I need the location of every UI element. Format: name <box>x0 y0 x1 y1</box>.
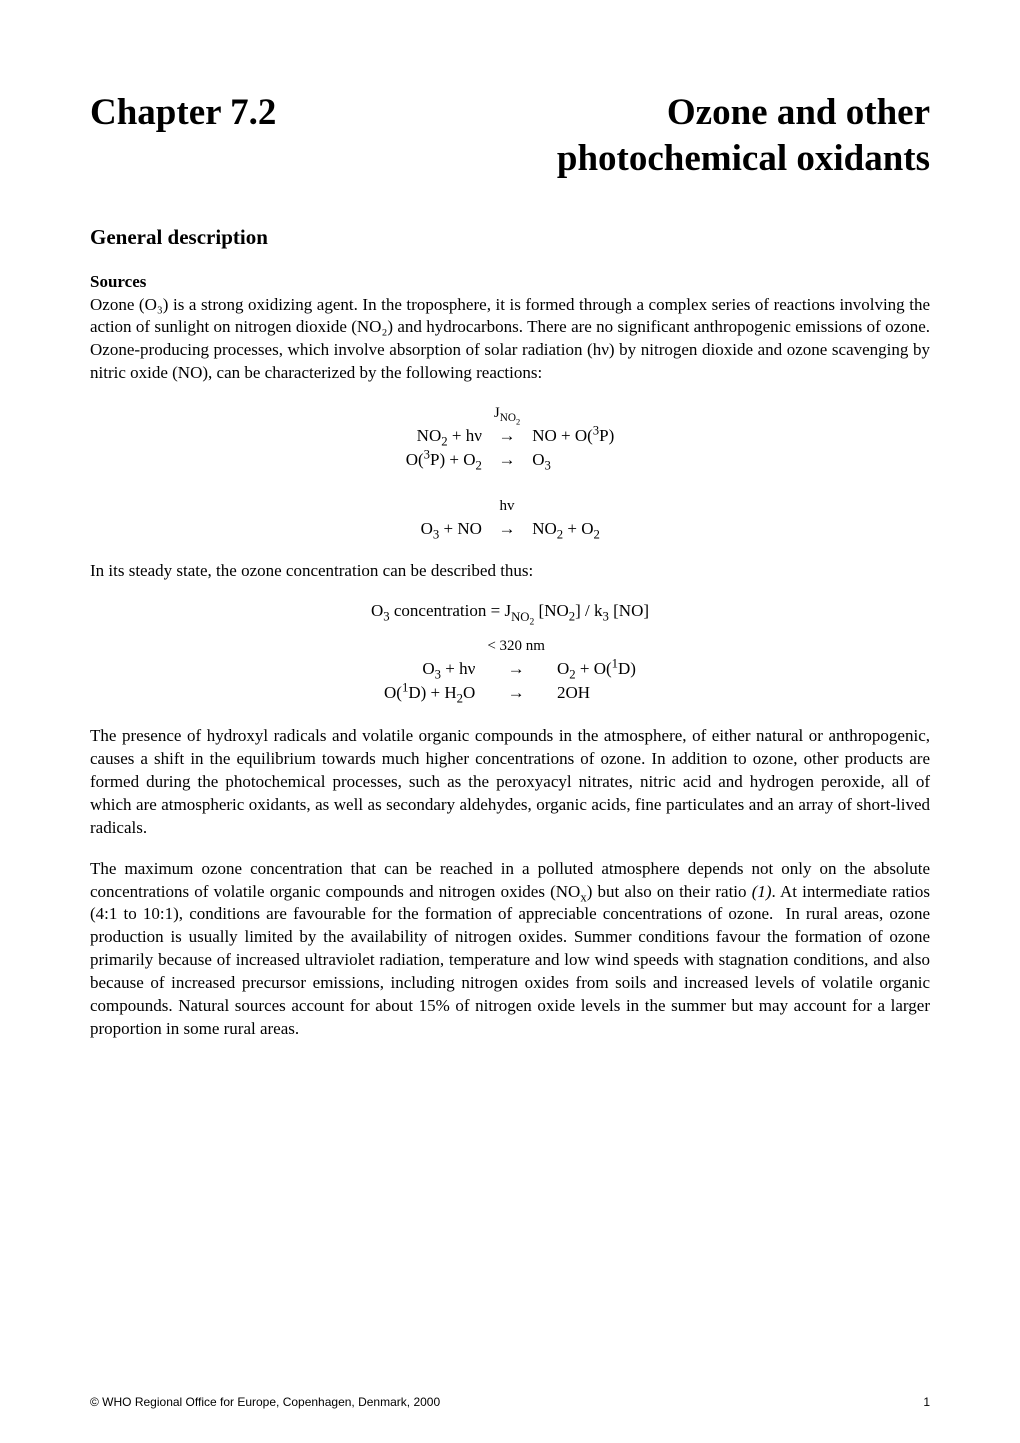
eq1-r1-left: NO2 + hν <box>400 424 488 448</box>
eq2-r1-right: O2 + O(1D) <box>551 657 642 681</box>
page-footer: © WHO Regional Office for Europe, Copenh… <box>90 1395 930 1409</box>
footer-copyright: © WHO Regional Office for Europe, Copenh… <box>90 1395 440 1409</box>
eq2-r1-arrow: → <box>481 657 551 681</box>
eq1-r2-left: O(3P) + O2 <box>400 448 488 472</box>
equation-centered: O3 concentration = JNO2 [NO2] / k3 [NO] <box>90 601 930 622</box>
equation-block-2: < 320 nm O3 + hν → O2 + O(1D) O(1D) + H2… <box>90 636 930 705</box>
eq2-r1-left: O3 + hν <box>378 657 481 681</box>
equation-block-1: JNO2 NO2 + hν → NO + O(3P) O(3P) + O2 → … <box>90 403 930 540</box>
eq1-r1-right: NO + O(3P) <box>526 424 620 448</box>
eq1-r3-arrow: → <box>488 517 526 541</box>
subsection-sources: Sources <box>90 272 930 292</box>
paragraph-1: Ozone (O₃) is a strong oxidizing agent. … <box>90 294 930 386</box>
chapter-number: Chapter 7.2 <box>90 90 276 136</box>
chapter-name-line2: photochemical oxidants <box>557 138 930 179</box>
paragraph-3: The presence of hydroxyl radicals and vo… <box>90 725 930 840</box>
footer-page-number: 1 <box>923 1395 930 1409</box>
eq1-r1-arrow: → <box>488 424 526 448</box>
eq2-r2-left: O(1D) + H2O <box>378 681 481 705</box>
eq1-over2: hv <box>488 496 526 517</box>
chapter-name-line1: Ozone and other <box>667 90 930 136</box>
eq1-r3-right: NO2 + O2 <box>526 517 620 541</box>
eq1-r2-right: O3 <box>526 448 620 472</box>
eq1-over1: JNO2 <box>488 403 526 424</box>
eq2-r2-right: 2OH <box>551 681 642 705</box>
paragraph-2: In its steady state, the ozone concentra… <box>90 560 930 583</box>
eq1-r3-left: O3 + NO <box>400 517 488 541</box>
section-general-description: General description <box>90 225 930 250</box>
eq2-r2-arrow: → <box>481 681 551 705</box>
eq1-r2-arrow: → <box>488 448 526 472</box>
eq2-over: < 320 nm <box>481 636 551 657</box>
chapter-title: Chapter 7.2 Ozone and other photochemica… <box>90 90 930 183</box>
paragraph-4: The maximum ozone concentration that can… <box>90 858 930 1042</box>
